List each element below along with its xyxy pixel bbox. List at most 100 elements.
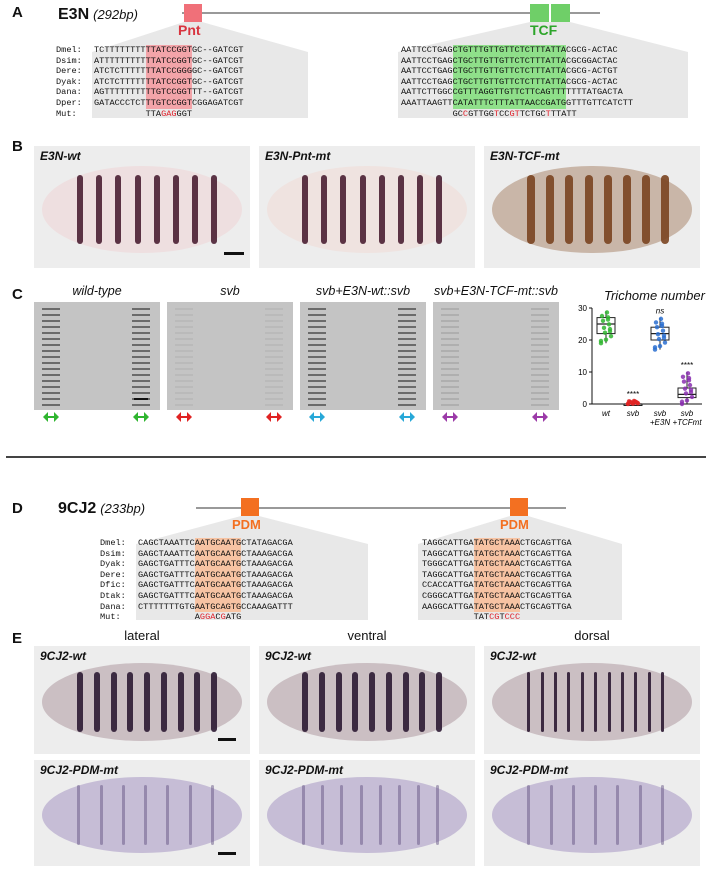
photo-label: 9CJ2-PDM-mt (40, 763, 119, 777)
panel-b-photos: E3N-wt E3N-Pnt-mt E3N-TCF-mt (34, 146, 700, 268)
embryo-shape (492, 776, 692, 854)
expression-stripe (321, 785, 325, 845)
species-label: Dere: (56, 66, 82, 77)
belt-width-arrow (133, 412, 149, 422)
significance-label: **** (627, 390, 639, 399)
seq-post: CTGCAGTTGA (520, 538, 572, 548)
seq-motif: CTGTTTGTTGTTCTCTTTATTA (452, 45, 567, 56)
seq-row: Dana: CTTTTTTTGTG AATGCAGTG CCAAAGATTT (100, 601, 293, 613)
scale-bar (218, 852, 236, 855)
category-label: +TCFmt (672, 418, 702, 426)
seq-row: TGGGCATTGA TATGCTAAA CTGCAGTTGA (422, 559, 572, 570)
seq-motif: CTGCTTGTTGTTCTCTTTATTA (452, 66, 567, 77)
seq-pre: TAGGCATTGA (422, 548, 474, 559)
seq-motif: AATGCAATG (194, 580, 242, 591)
seq-pre: AATTCCTGAG (401, 66, 453, 77)
mut-row: GCCGTTGGTCCGTTCTGCTTTATT (401, 109, 633, 120)
denticle-belt (398, 306, 416, 406)
column-title: wild-type (72, 284, 122, 298)
denticle-belt (531, 306, 549, 406)
seq-pad (94, 109, 146, 120)
expression-stripe (571, 785, 575, 845)
seq-pre: ATCTCTTTTT (94, 76, 146, 87)
expression-stripe (99, 785, 103, 845)
pnt-alignment: Dmel: TCTTTTTTTT TTATCCGGT GC--GATCGT Dsim: A… (56, 45, 244, 119)
expression-stripe (340, 785, 344, 845)
seq-pre: TCTTTTTTTT (94, 45, 146, 55)
data-point (684, 398, 690, 403)
expression-stripe (321, 175, 328, 244)
seq-pre: TAGGCATTGA (422, 569, 474, 580)
expression-stripe (540, 671, 544, 733)
seq-motif: AATGCAATG (194, 538, 242, 549)
seq-pre: GAGCTAAATTC (138, 548, 195, 559)
expression-stripe (302, 671, 309, 733)
embryo-shape (267, 165, 467, 254)
expression-stripe (603, 175, 612, 244)
photo-label: 9CJ2-wt (40, 649, 87, 663)
category-label: svb (681, 409, 694, 418)
data-point (653, 320, 659, 325)
expression-stripe (302, 175, 309, 244)
y-tick-label: 30 (578, 304, 587, 313)
species-label: Dyak: (56, 76, 82, 87)
seq-post: CCAAAGATTT (241, 601, 293, 612)
seq-motif: AATGCAATG (194, 590, 242, 602)
belt-width-arrow (399, 412, 415, 422)
expression-stripe (369, 671, 376, 733)
cuticle-image (300, 302, 426, 410)
expression-stripe (594, 785, 598, 845)
denticle-belt (132, 306, 150, 406)
expression-stripe (620, 671, 624, 733)
expression-stripe (318, 671, 325, 733)
seq-motif: TTGTCCGGT (145, 97, 192, 109)
embryo-shape (42, 776, 242, 854)
data-point (600, 318, 606, 323)
embryo-photo: E3N-TCF-mt (484, 146, 700, 268)
mut-seq: AGGACGATG (194, 612, 242, 623)
data-point (605, 315, 611, 320)
seq-motif: TATGCTAAA (473, 559, 520, 570)
expression-stripe (634, 671, 638, 733)
seq-post: CTGCAGTTGA (520, 569, 572, 580)
trichome-chart-title: Trichome number (604, 288, 705, 303)
photo-label: E3N-wt (40, 149, 81, 163)
pdm-zoom-shape-1 (136, 516, 368, 620)
seq-pre: TGGGCATTGA (422, 559, 474, 570)
expression-stripe (641, 175, 650, 244)
seq-pad (138, 612, 195, 623)
seq-pre: ATTTTTTTTT (94, 55, 146, 66)
seq-row: CGGGCATTGA TATGCTAAA CTGCAGTTGA (422, 590, 572, 602)
data-point (632, 399, 638, 404)
expression-stripe (549, 785, 553, 845)
photo-label: 9CJ2-wt (265, 649, 312, 663)
seq-post: CTAAAGACGA (241, 590, 293, 601)
expression-stripe (638, 785, 642, 845)
embryo-shape (492, 663, 692, 742)
data-point (656, 336, 662, 342)
expression-stripe (385, 671, 392, 733)
expression-stripe (378, 785, 382, 845)
denticle-belt (265, 306, 283, 406)
data-point (658, 316, 664, 322)
seq-post: GC--GATCGT (192, 55, 244, 66)
panel-a-letter: A (12, 4, 23, 21)
category-label: wt (602, 409, 611, 418)
data-point (625, 401, 631, 406)
expression-stripe (359, 175, 366, 244)
seq-post: CTATAGACGA (241, 538, 293, 548)
seq-pre: GAGCTGATTTC (138, 590, 195, 601)
panel-c-cuticles: wild-type svb svb+E3N-wt::svb svb+E3N-TCF-m… (34, 284, 564, 424)
panel-d-gene: 9CJ2 (233bp) (58, 500, 145, 518)
seq-pre: GAGCTGATTTC (138, 569, 195, 580)
cuticle-image (433, 302, 559, 410)
seq-pre: GATACCCTCT (94, 97, 146, 108)
expression-stripe (188, 785, 192, 845)
panel-e-letter: E (12, 630, 23, 647)
seq-post: CGCG-ACTGT (566, 66, 618, 77)
seq-post: CTGCAGTTGA (520, 548, 572, 559)
y-tick-label: 20 (578, 336, 587, 345)
expression-stripe (616, 785, 620, 845)
expression-stripe (647, 671, 651, 733)
